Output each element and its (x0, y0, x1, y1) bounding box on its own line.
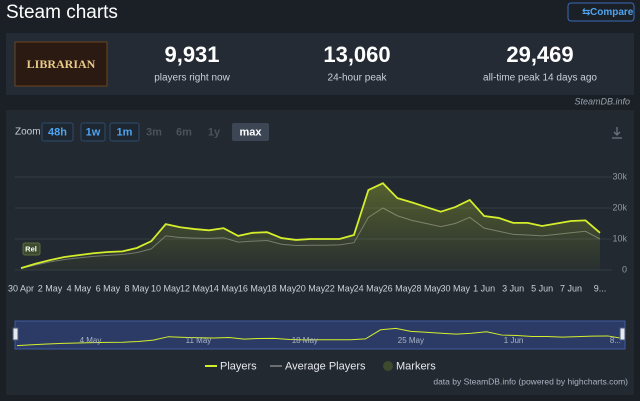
y-tick-label: 10k (612, 233, 627, 243)
zoom-bar: Zoom 48h 1w 1m 3m 6m 1y max (15, 122, 269, 142)
navigator-label: 18 May (292, 336, 318, 345)
zoom-button-label: 6m (176, 126, 192, 138)
legend-label[interactable]: Markers (396, 360, 436, 372)
zoom-button-label[interactable]: max (239, 126, 262, 138)
y-tick-label: 20k (612, 202, 627, 212)
navigator-label: 11 May (186, 336, 212, 345)
game-image (15, 42, 107, 86)
zoom-button[interactable] (232, 123, 269, 141)
zoom-button[interactable] (41, 122, 74, 142)
game-logo: LIBRARIAN (27, 57, 96, 71)
credit: data by SteamDB.info (powered by highcha… (433, 376, 628, 386)
compare-icon: ⇆ (582, 7, 590, 18)
stats: 9,931 players right now 13,060 24-hour peak… (154, 42, 597, 84)
download-icon[interactable] (612, 127, 622, 139)
marker-flag (22, 242, 41, 256)
x-tick-label: 3 Jun (502, 283, 524, 293)
stat-label: 24-hour peak (328, 73, 388, 84)
players-area (21, 183, 600, 270)
stat-label: all-time peak 14 days ago (483, 73, 597, 84)
x-tick-label: 22 May (325, 283, 355, 293)
x-tick-label: 24 May (354, 283, 384, 293)
x-tick-label: 12 May (180, 283, 210, 293)
page-title: Steam charts (6, 2, 118, 23)
legend-label[interactable]: Average Players (285, 360, 366, 372)
zoom-button-label: 3m (146, 126, 162, 138)
zoom-button-label: 1y (208, 126, 221, 138)
x-tick-label: 20 May (296, 283, 326, 293)
x-tick-label: 7 Jun (560, 283, 582, 293)
zoom-button-label[interactable]: 1w (86, 126, 101, 138)
navigator-handle[interactable] (12, 327, 19, 341)
x-tick-label: 30 May (440, 283, 470, 293)
x-tick-label: 26 May (383, 283, 413, 293)
x-tick-label: 4 May (67, 283, 92, 293)
compare-button[interactable] (567, 2, 635, 22)
navigator-label: 25 May (398, 336, 424, 345)
y-tick-label: 0 (622, 264, 627, 274)
x-tick-label: 14 May (209, 283, 239, 293)
legend-label[interactable]: Players (220, 360, 257, 372)
navigator-label: 4 May (80, 336, 102, 345)
navigator-background (14, 320, 626, 350)
zoom-button-label[interactable]: 48h (48, 126, 67, 138)
stats-panel (6, 33, 634, 95)
x-tick-label: 8 May (125, 283, 150, 293)
navigator-label: 1 Jun (504, 336, 524, 345)
stat-value: 9,931 (164, 42, 219, 67)
compare-label[interactable]: Compare (590, 7, 634, 18)
stat-label: players right now (154, 73, 230, 84)
x-tick-label: 9... (594, 283, 607, 293)
x-tick-label: 1 Jun (473, 283, 495, 293)
y-tick-label: 30k (612, 171, 627, 181)
x-tick-label: 28 May (412, 283, 442, 293)
zoom-label: Zoom (15, 127, 41, 138)
navigator-line (16, 327, 624, 347)
x-tick-label: 10 May (151, 283, 181, 293)
x-tick-label: 16 May (238, 283, 268, 293)
legend-swatch (383, 361, 393, 371)
game-image-frame (14, 41, 108, 87)
zoom-button[interactable] (80, 122, 106, 142)
marker-label: Rel (25, 244, 37, 253)
x-tick-label: 5 Jun (531, 283, 553, 293)
stat-value: 29,469 (506, 42, 573, 67)
x-tick-label: 30 Apr (8, 283, 34, 293)
x-tick-label: 2 May (38, 283, 63, 293)
x-tick-label: 6 May (96, 283, 121, 293)
x-tick-label: 18 May (267, 283, 297, 293)
source: SteamDB.info (574, 96, 630, 106)
navigator-label: 8... (610, 336, 621, 345)
navigator-handle[interactable] (619, 327, 626, 341)
players-line (20, 182, 601, 270)
zoom-button[interactable] (109, 122, 140, 142)
plot: 0 10k 20k 30k 30 Apr 2 May 4 May 6 May 8 May 10 M… (8, 171, 628, 386)
stat-value: 13,060 (323, 42, 390, 67)
zoom-button-label[interactable]: 1m (117, 126, 133, 138)
